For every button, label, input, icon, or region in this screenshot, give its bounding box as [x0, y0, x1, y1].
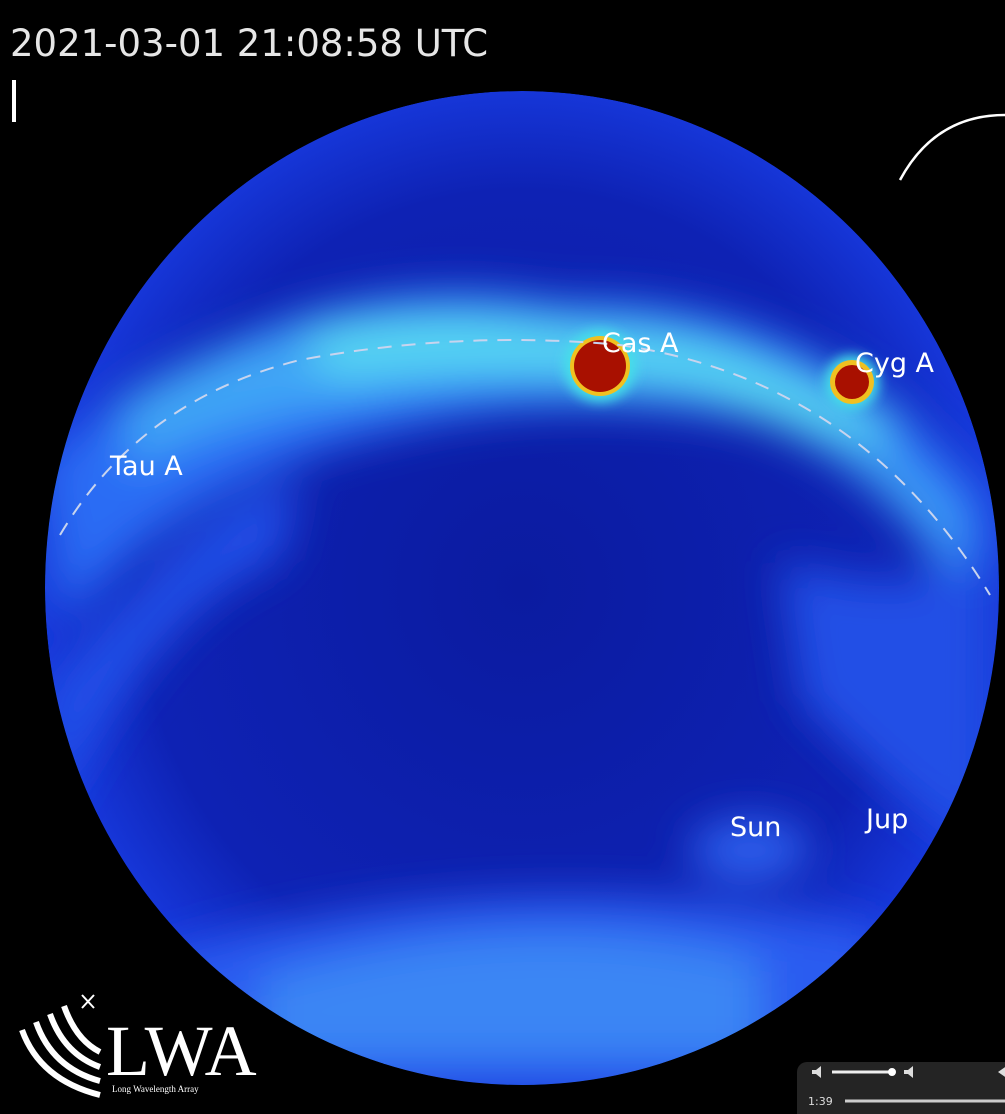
page: 2021-03-01 21:08:58 UTC Tau A Cas A Cyg … [0, 0, 1005, 1114]
source-label: Tau A [109, 451, 183, 482]
logo-subtitle: Long Wavelength Array [112, 1084, 199, 1094]
volume-knob[interactable] [888, 1068, 896, 1076]
player-controls: 1:39 [797, 1062, 1005, 1114]
timestamp: 2021-03-01 21:08:58 UTC [10, 22, 488, 65]
source-label: Cyg A [855, 348, 935, 379]
source-label: Jup [864, 804, 908, 835]
video-frame: 2021-03-01 21:08:58 UTC Tau A Cas A Cyg … [0, 0, 1005, 1114]
logo-title: LWA [106, 1011, 257, 1091]
source-label: Sun [730, 812, 781, 843]
source-label: Cas A [602, 328, 679, 359]
current-time: 1:39 [808, 1095, 833, 1108]
cursor-mark [12, 80, 16, 122]
